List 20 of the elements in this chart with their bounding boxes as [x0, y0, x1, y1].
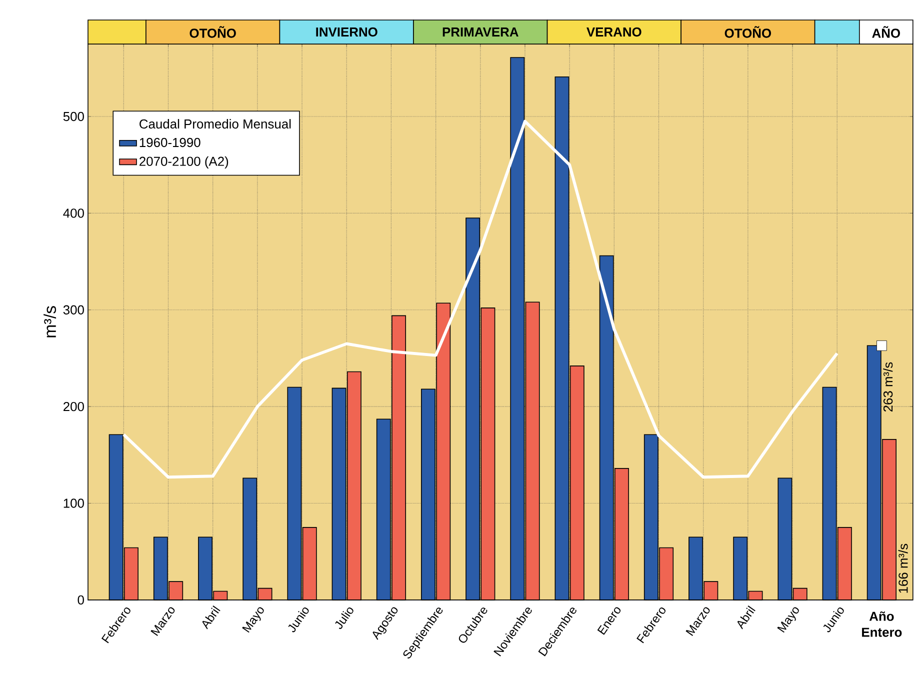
text: OTOÑO — [190, 26, 236, 38]
y-tick-label: 0 — [78, 595, 84, 605]
y-axis-title: m³/s — [44, 306, 56, 338]
text: INVIERNO — [316, 27, 378, 37]
data-label: 166 m³/s — [898, 544, 908, 593]
text: PRIMAVERA — [442, 28, 518, 36]
y-tick-label: 400 — [63, 208, 84, 218]
y-tick-label: 500 — [63, 112, 84, 122]
data-label: 263 m³/s — [883, 362, 893, 412]
x-tick-label: Año Entero — [862, 611, 902, 637]
text: AÑO — [872, 26, 900, 38]
line-series — [122, 120, 839, 479]
legend-label: 1960-1990 — [140, 138, 200, 148]
y-tick-label: 100 — [64, 498, 84, 508]
text: OTOÑO — [724, 26, 772, 38]
y-tick-label: 200 — [64, 402, 84, 412]
y-tick-label: 300 — [63, 305, 84, 314]
legend-title: Caudal Promedio Mensual — [140, 119, 291, 129]
legend-label: 2070-2100 (A2) — [140, 156, 228, 169]
text: VERANO — [586, 27, 642, 37]
